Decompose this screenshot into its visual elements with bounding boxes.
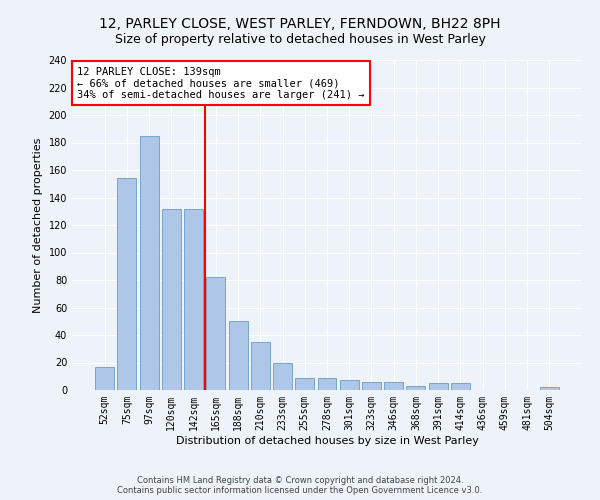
Y-axis label: Number of detached properties: Number of detached properties [33, 138, 43, 312]
Bar [184, 208, 203, 390]
Bar [317, 378, 337, 390]
Text: Size of property relative to detached houses in West Parley: Size of property relative to detached ho… [115, 32, 485, 46]
Bar [295, 378, 314, 390]
X-axis label: Distribution of detached houses by size in West Parley: Distribution of detached houses by size … [176, 436, 478, 446]
Bar [451, 383, 470, 390]
Bar [229, 322, 248, 390]
Bar [340, 380, 359, 390]
Bar [273, 362, 292, 390]
Bar [362, 382, 381, 390]
Bar [206, 277, 225, 390]
Bar [406, 386, 425, 390]
Text: Contains HM Land Registry data © Crown copyright and database right 2024.
Contai: Contains HM Land Registry data © Crown c… [118, 476, 482, 495]
Bar [384, 382, 403, 390]
Text: 12, PARLEY CLOSE, WEST PARLEY, FERNDOWN, BH22 8PH: 12, PARLEY CLOSE, WEST PARLEY, FERNDOWN,… [99, 18, 501, 32]
Bar [118, 178, 136, 390]
Bar [251, 342, 270, 390]
Bar [140, 136, 158, 390]
Bar [95, 366, 114, 390]
Text: 12 PARLEY CLOSE: 139sqm
← 66% of detached houses are smaller (469)
34% of semi-d: 12 PARLEY CLOSE: 139sqm ← 66% of detache… [77, 66, 365, 100]
Bar [429, 383, 448, 390]
Bar [162, 208, 181, 390]
Bar [540, 387, 559, 390]
